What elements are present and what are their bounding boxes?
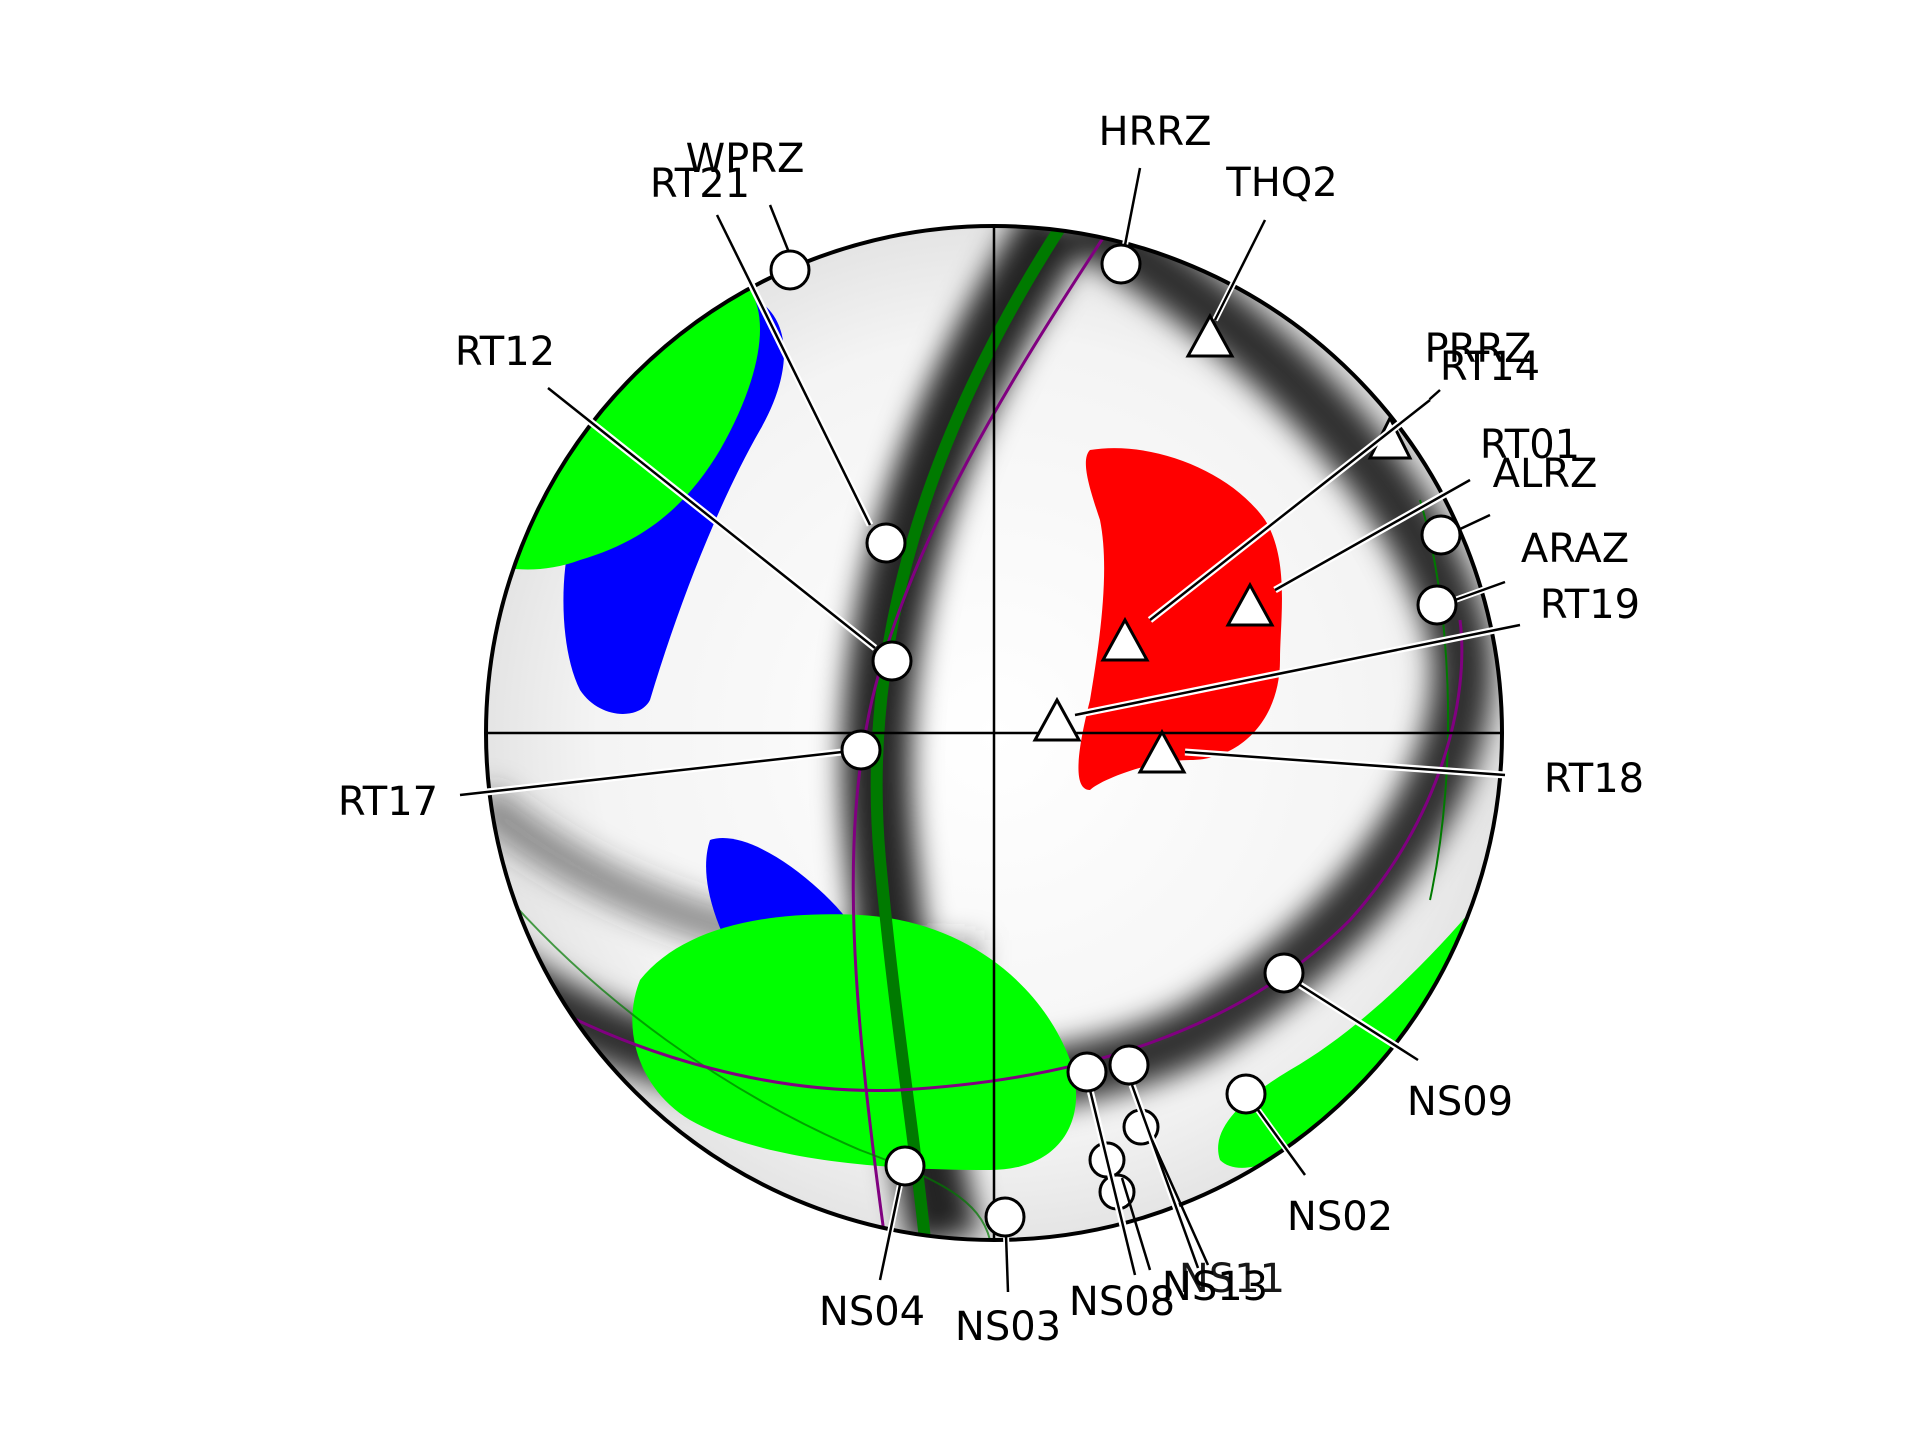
- station-ns04[interactable]: NS04: [819, 1145, 926, 1335]
- arrow-line: [768, 204, 792, 256]
- station-label: RT19: [1540, 582, 1640, 628]
- arrow-line: [1184, 750, 1506, 777]
- station-ns08[interactable]: NS08: [1066, 1051, 1175, 1325]
- arrow-line: [1149, 399, 1431, 621]
- station-label: RT21: [650, 161, 750, 207]
- arrow-line: [878, 1184, 902, 1281]
- station-label: NS13: [1162, 1264, 1268, 1310]
- arrow-line: [547, 387, 876, 649]
- station-marker-triangle: [1225, 581, 1275, 627]
- station-hrrz[interactable]: HRRZ: [1098, 109, 1212, 285]
- station-label: WPRZ: [686, 136, 805, 182]
- nodal-plane-purple-1: [851, 234, 1107, 1240]
- station-label: RT01: [1480, 422, 1580, 468]
- station-rt18[interactable]: RT18: [1137, 728, 1644, 802]
- green-region-lower-right: [1218, 900, 1484, 1168]
- station-marker-triangle: [1032, 696, 1082, 742]
- station-label: NS04: [819, 1289, 925, 1335]
- arrow-line: [1274, 478, 1471, 592]
- arrow-line: [1213, 219, 1267, 321]
- station-marker-circle: [984, 1196, 1026, 1238]
- station-marker-circle: [1100, 243, 1142, 285]
- arrow-line: [715, 214, 872, 526]
- station-marker-triangle: [1185, 312, 1235, 358]
- station-ns09[interactable]: NS09: [1263, 952, 1513, 1125]
- station-label: RT14: [1440, 344, 1540, 390]
- station-label: ALRZ: [1493, 451, 1598, 497]
- arrow-line: [1256, 1109, 1307, 1176]
- station-rt12[interactable]: RT12: [455, 329, 913, 682]
- station-label: RT18: [1544, 756, 1644, 802]
- station-marker-circle: [871, 640, 913, 682]
- station-label: RT12: [455, 329, 555, 375]
- nodal-plane-green-thin-lower: [509, 899, 991, 1240]
- station-prrz[interactable]: PRRZ: [1367, 326, 1532, 460]
- station-rt14[interactable]: RT14: [1100, 344, 1540, 662]
- arrow-line: [1088, 1089, 1137, 1276]
- station-label: NS09: [1407, 1079, 1513, 1125]
- arrow-line: [1004, 1234, 1010, 1293]
- arrow-line: [1454, 580, 1506, 602]
- station-marker-triangle: [1137, 728, 1187, 774]
- green-region-upper: [486, 290, 760, 570]
- station-label: HRRZ: [1098, 109, 1211, 155]
- arrow-line: [1130, 1084, 1200, 1269]
- station-label: NS11: [1179, 1256, 1285, 1302]
- arrow-line: [459, 750, 843, 797]
- station-marker-circle: [840, 729, 882, 771]
- station-marker-circle: [1108, 1044, 1150, 1086]
- station-ns02[interactable]: NS02: [1225, 1073, 1393, 1240]
- arrow-line: [1074, 623, 1521, 717]
- arrow-line: [1123, 167, 1142, 246]
- station-label: NS03: [955, 1304, 1061, 1350]
- arrow-line: [1120, 1177, 1152, 1271]
- arrow-line: [1299, 983, 1419, 1062]
- green-region-lower: [632, 914, 1077, 1170]
- station-thq2[interactable]: THQ2: [1185, 160, 1338, 358]
- station-marker-circle: [1225, 1073, 1267, 1115]
- station-marker-circle: [865, 522, 907, 564]
- station-label: NS08: [1069, 1279, 1175, 1325]
- arrow-line: [1457, 513, 1491, 532]
- station-marker-triangle: [1100, 616, 1150, 662]
- station-wprz[interactable]: WPRZ: [686, 136, 811, 291]
- nodal-plane-green-thick: [870, 226, 1066, 1240]
- station-rt19[interactable]: RT19: [1032, 582, 1640, 742]
- station-marker-circle: [884, 1145, 926, 1187]
- station-label: PRRZ: [1424, 326, 1531, 372]
- station-label: RT17: [338, 779, 438, 825]
- station-ns03[interactable]: NS03: [955, 1196, 1061, 1350]
- station-layer: WPRZ RT21 HRRZ THQ2 PRRZ: [338, 109, 1644, 1350]
- station-marker-circle: [769, 249, 811, 291]
- station-ns13[interactable]: NS13: [1108, 1044, 1268, 1310]
- station-label: ARAZ: [1521, 526, 1629, 572]
- station-marker-circle: [1066, 1051, 1108, 1093]
- station-ns11[interactable]: NS11: [1179, 1256, 1285, 1302]
- station-alrz[interactable]: ALRZ: [1420, 451, 1598, 556]
- stereonet-outline: [484, 224, 1504, 1242]
- station-marker-circle: [1416, 584, 1458, 626]
- station-rt21[interactable]: RT21: [650, 161, 907, 564]
- station-rt01[interactable]: RT01: [1225, 422, 1580, 627]
- station-rt17[interactable]: RT17: [338, 729, 882, 825]
- arrow-line: [1150, 1139, 1210, 1266]
- station-label: THQ2: [1225, 160, 1337, 206]
- station-marker-circle: [1420, 514, 1462, 556]
- station-marker-circle: [1263, 952, 1305, 994]
- station-araz[interactable]: ARAZ: [1416, 526, 1629, 626]
- station-label: NS02: [1287, 1194, 1393, 1240]
